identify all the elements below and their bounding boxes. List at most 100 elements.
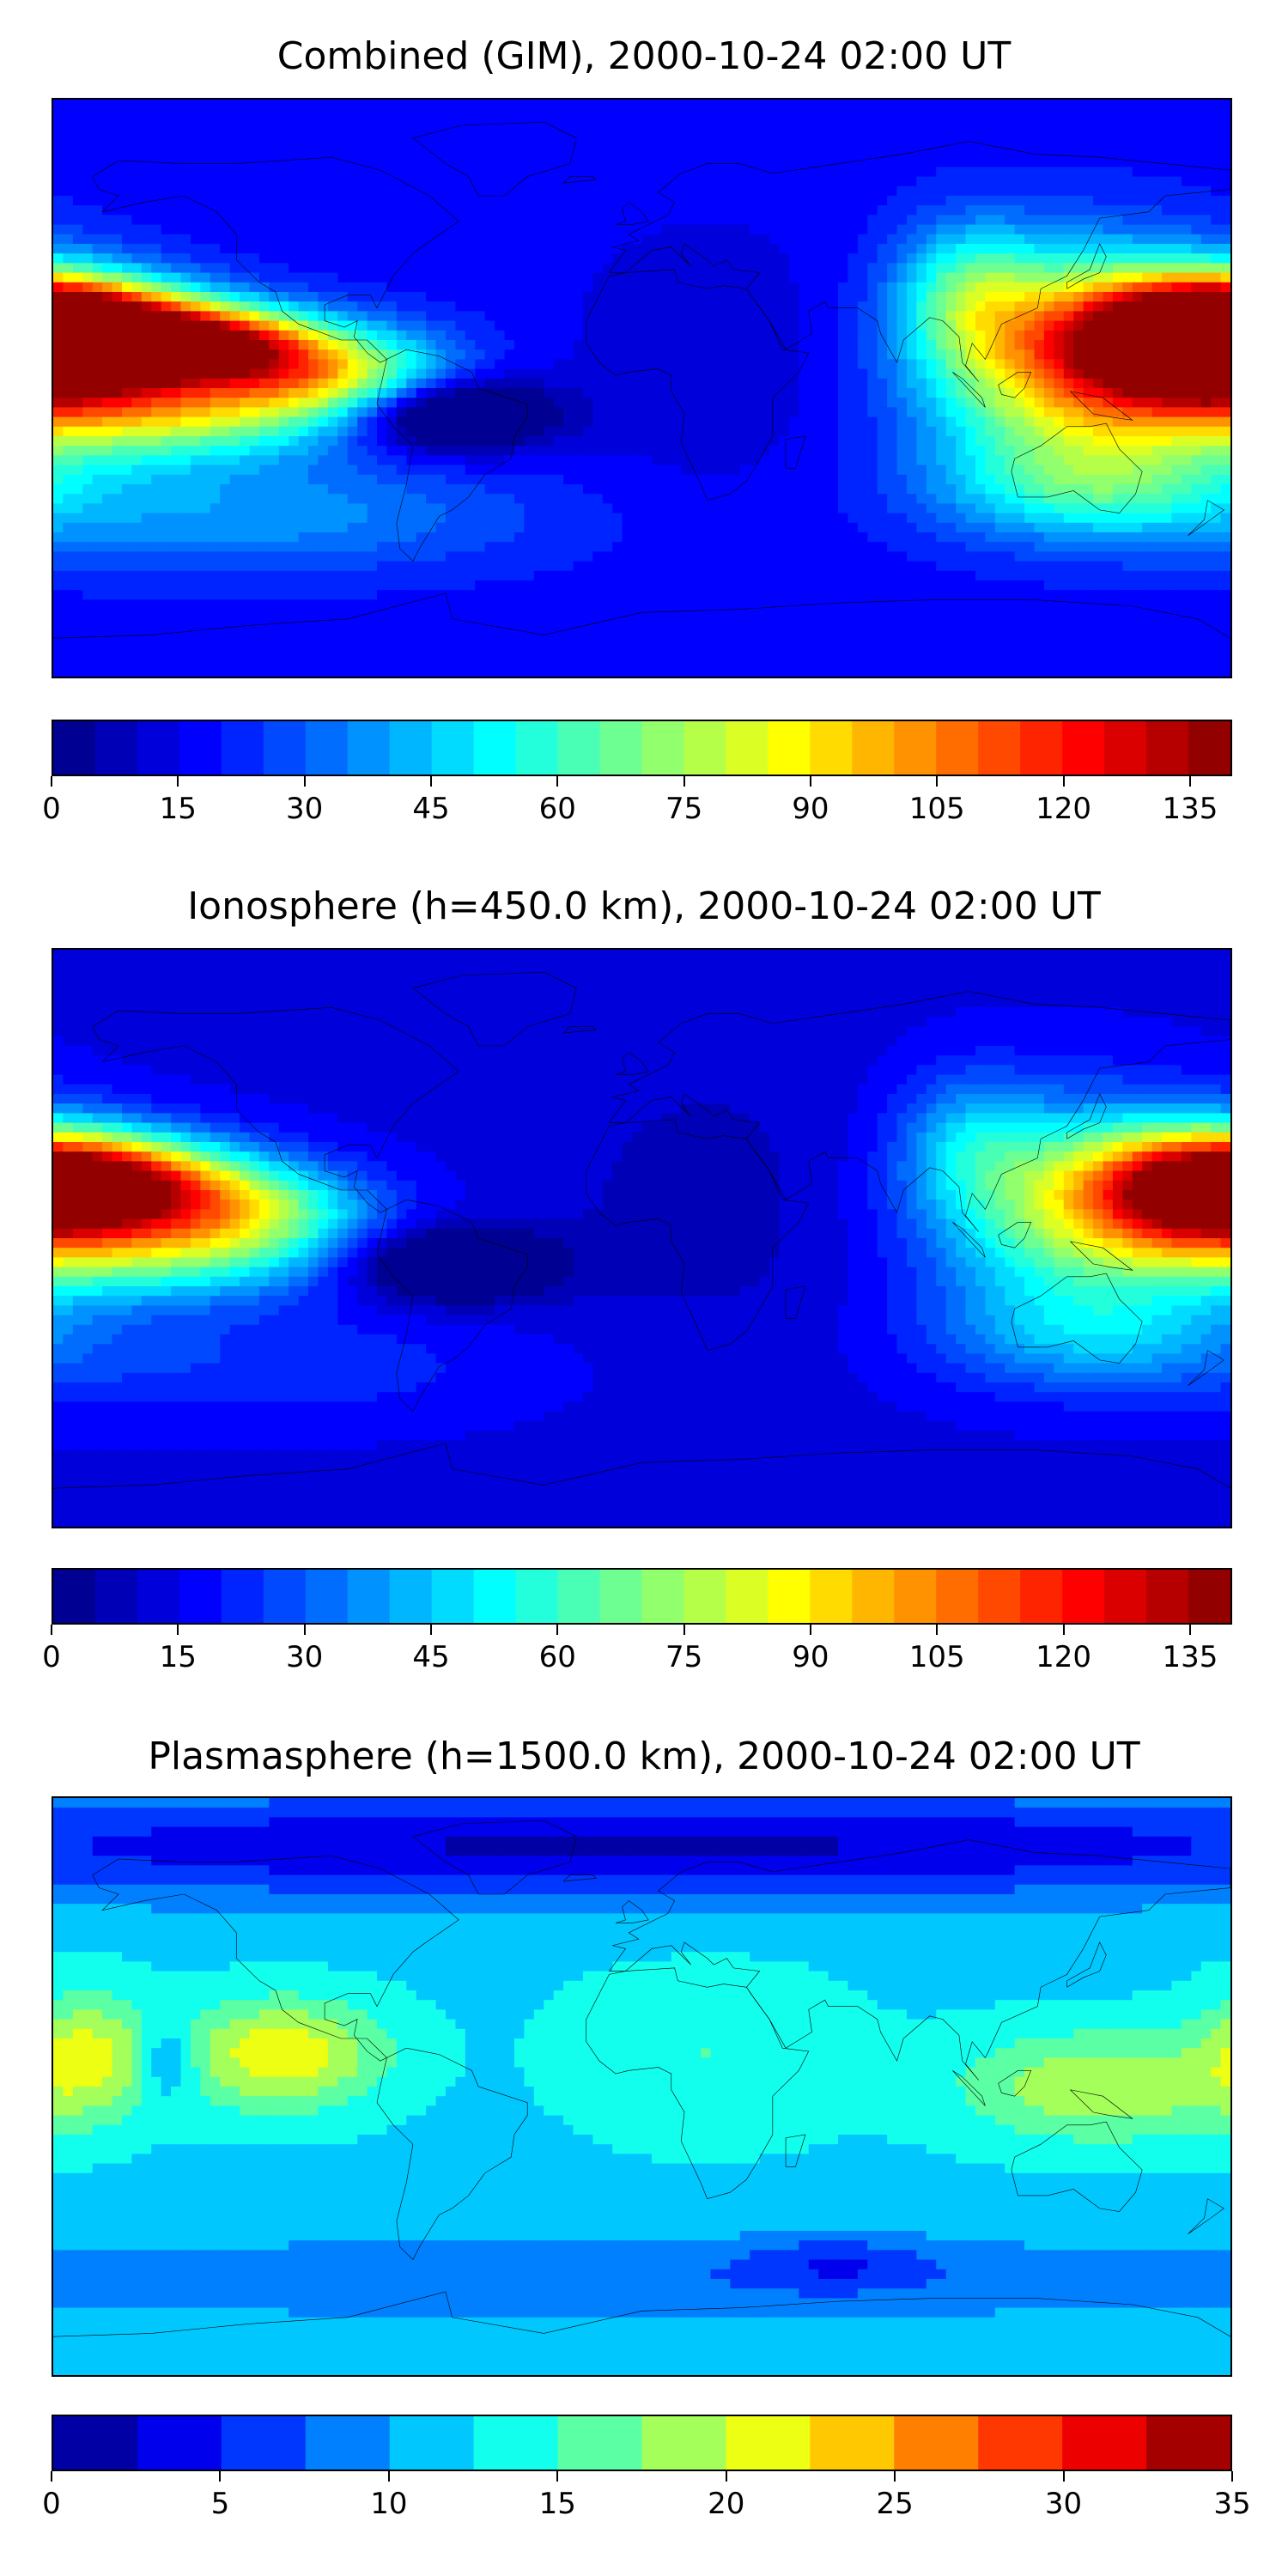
heatmap-cell: [690, 157, 702, 168]
heatmap-cell: [544, 263, 555, 274]
heatmap-cell: [1014, 118, 1026, 130]
heatmap-cell: [671, 368, 683, 380]
heatmap-cell: [926, 398, 938, 409]
heatmap-cell: [1005, 157, 1016, 168]
heatmap-cell: [240, 455, 251, 466]
heatmap-cell: [367, 388, 379, 399]
heatmap-cell: [1142, 196, 1153, 207]
heatmap-cell: [681, 436, 692, 447]
heatmap-cell: [759, 407, 771, 418]
heatmap-cell: [180, 234, 192, 246]
heatmap-cell: [867, 474, 878, 486]
heatmap-cell: [1142, 185, 1153, 197]
heatmap-cell: [141, 446, 153, 457]
heatmap-cell: [1005, 272, 1016, 283]
heatmap-cell: [63, 349, 74, 361]
heatmap-cell: [661, 128, 672, 139]
heatmap-cell: [426, 196, 437, 207]
heatmap-cell: [582, 176, 594, 187]
heatmap-cell: [641, 349, 653, 361]
heatmap-cell: [867, 282, 878, 294]
heatmap-cell: [475, 176, 486, 187]
heatmap-cell: [92, 474, 104, 486]
heatmap-cell: [1024, 455, 1036, 466]
heatmap-cell: [465, 465, 477, 476]
heatmap-cell: [289, 359, 300, 370]
heatmap-cell: [367, 128, 379, 139]
heatmap-cell: [818, 100, 829, 111]
heatmap-cell: [602, 205, 614, 216]
heatmap-cell: [513, 157, 526, 168]
heatmap-cell: [1162, 234, 1173, 246]
heatmap-cell: [799, 185, 810, 197]
heatmap-cell: [965, 244, 977, 255]
heatmap-cell: [318, 416, 330, 428]
heatmap-cell: [848, 196, 859, 207]
heatmap-cell: [220, 118, 231, 130]
heatmap-cell: [249, 176, 261, 187]
heatmap-cell: [1200, 330, 1212, 342]
heatmap-cell: [945, 436, 957, 447]
heatmap-cell: [524, 378, 535, 390]
heatmap-cell: [994, 234, 1006, 246]
heatmap-cell: [82, 320, 94, 331]
heatmap-cell: [504, 349, 516, 361]
heatmap-cell: [887, 118, 898, 130]
heatmap-cell: [808, 301, 820, 313]
heatmap-cell: [788, 234, 800, 246]
heatmap-cell: [53, 436, 64, 447]
heatmap-cell: [563, 196, 574, 207]
heatmap-cell: [808, 455, 820, 466]
heatmap-cell: [1083, 167, 1095, 178]
heatmap-cell: [1211, 157, 1222, 168]
heatmap-cell: [53, 137, 64, 149]
heatmap-cell: [327, 416, 339, 428]
heatmap-cell: [612, 320, 623, 331]
heatmap-cell: [1024, 340, 1036, 351]
heatmap-cell: [112, 320, 124, 331]
heatmap-cell: [779, 446, 791, 457]
heatmap-cell: [1211, 253, 1222, 264]
heatmap-cell: [661, 244, 672, 255]
heatmap-cell: [524, 244, 535, 255]
heatmap-cell: [602, 253, 614, 264]
heatmap-cell: [690, 474, 702, 486]
heatmap-cell: [720, 100, 732, 111]
heatmap-cell: [622, 301, 634, 313]
heatmap-cell: [926, 176, 938, 187]
heatmap-cell: [141, 234, 153, 246]
heatmap-cell: [1034, 263, 1046, 274]
heatmap-cell: [985, 128, 996, 139]
heatmap-cell: [739, 137, 751, 149]
heatmap-cell: [386, 176, 398, 187]
heatmap-cell: [808, 465, 820, 476]
heatmap-cell: [720, 416, 732, 428]
heatmap-cell: [180, 465, 192, 476]
heatmap-cell: [1200, 196, 1212, 207]
heatmap-cell: [1200, 426, 1212, 438]
heatmap-cell: [994, 148, 1006, 159]
heatmap-cell: [818, 455, 829, 466]
heatmap-cell: [240, 484, 251, 495]
heatmap-cell: [102, 407, 113, 418]
heatmap-cell: [808, 185, 820, 197]
heatmap-cell: [632, 398, 643, 409]
heatmap-cell: [504, 100, 516, 111]
heatmap-cell: [818, 398, 829, 409]
heatmap-cell: [750, 109, 761, 120]
heatmap-cell: [455, 196, 466, 207]
heatmap-cell: [632, 263, 643, 274]
heatmap-cell: [63, 263, 74, 274]
heatmap-cell: [632, 148, 643, 159]
heatmap-cell: [318, 484, 330, 495]
heatmap-cell: [171, 416, 182, 428]
heatmap-cell: [848, 407, 859, 418]
heatmap-cell: [1162, 224, 1173, 235]
heatmap-cell: [220, 311, 231, 322]
heatmap-cell: [739, 292, 751, 303]
heatmap-cell: [240, 398, 251, 409]
heatmap-cell: [936, 330, 947, 342]
heatmap-cell: [965, 263, 977, 274]
heatmap-cell: [357, 436, 368, 447]
heatmap-cell: [690, 311, 702, 322]
